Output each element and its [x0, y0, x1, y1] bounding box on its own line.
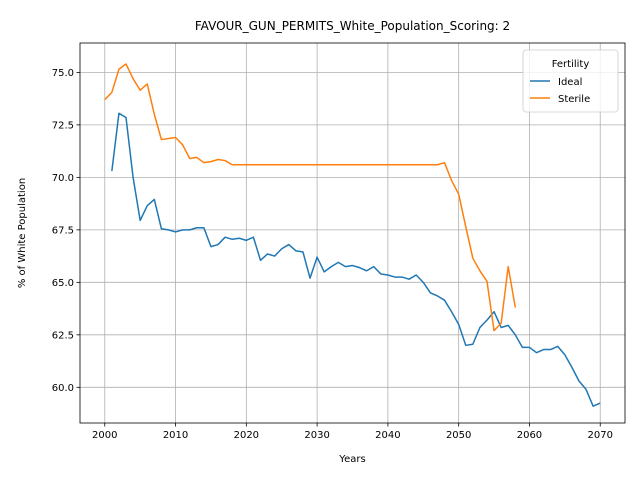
x-tick-label: 2050 — [446, 430, 471, 441]
x-tick-label: 2040 — [375, 430, 400, 441]
legend-title: Fertility — [552, 59, 590, 70]
x-tick-label: 2070 — [588, 430, 613, 441]
legend-label-ideal: Ideal — [558, 77, 582, 88]
y-tick-label: 70.0 — [52, 173, 74, 184]
x-tick-label: 2020 — [234, 430, 259, 441]
series-line-ideal — [111, 112, 601, 407]
x-tick-label: 2000 — [92, 430, 117, 441]
y-axis-label: % of White Population — [17, 178, 28, 288]
x-axis-label: Years — [338, 454, 365, 465]
y-tick-label: 62.5 — [52, 330, 74, 341]
y-axis: 60.0 62.5 65.0 67.5 70.0 72.5 75.0 — [52, 68, 80, 394]
x-tick-label: 2010 — [163, 430, 188, 441]
legend-box — [522, 49, 619, 113]
legend-label-sterile: Sterile — [558, 94, 590, 105]
chart-title: FAVOUR_GUN_PERMITS_White_Population_Scor… — [195, 19, 510, 33]
plot-frame — [79, 42, 626, 424]
x-tick-label: 2060 — [517, 430, 542, 441]
y-tick-label: 65.0 — [52, 278, 74, 289]
y-tick-label: 60.0 — [52, 383, 74, 394]
y-tick-label: 67.5 — [52, 225, 74, 236]
legend: Fertility Ideal Sterile — [522, 49, 619, 113]
y-tick-label: 72.5 — [52, 120, 74, 131]
series-line-sterile — [104, 63, 517, 332]
series-lines — [104, 63, 601, 407]
x-tick-label: 2030 — [304, 430, 329, 441]
x-axis: 2000 2010 2020 2030 2040 2050 2060 2070 — [92, 423, 613, 441]
y-tick-label: 75.0 — [52, 68, 74, 79]
